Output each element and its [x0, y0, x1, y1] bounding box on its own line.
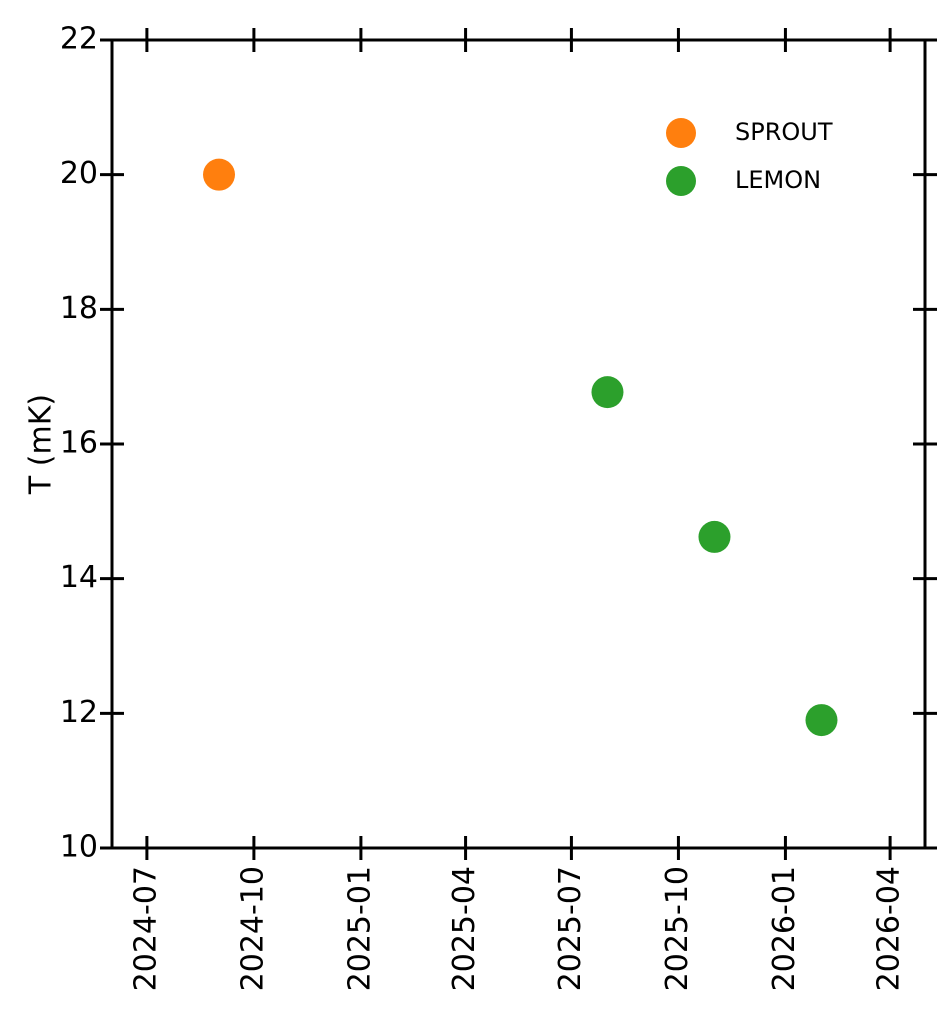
x-tick-label: 2025-01	[342, 866, 377, 991]
y-tick-label: 16	[60, 426, 98, 461]
x-tick-label: 2024-07	[128, 866, 163, 991]
legend-label: SPROUT	[735, 118, 833, 146]
y-tick-label: 20	[60, 156, 98, 191]
x-tick-label: 2025-04	[447, 866, 482, 991]
point	[698, 520, 731, 553]
y-axis-label: T (mK)	[24, 394, 59, 495]
legend-marker	[666, 166, 696, 196]
x-tick-label: 2025-07	[553, 866, 588, 991]
x-tick-label: 2025-10	[660, 866, 695, 991]
plot-frame	[110, 38, 927, 850]
x-tick-label: 2026-04	[872, 866, 907, 991]
x-tick-label: 2024-10	[235, 866, 270, 991]
x-tick-label: 2026-01	[767, 866, 802, 991]
y-tick-label: 12	[60, 695, 98, 730]
y-tick-label: 18	[60, 291, 98, 326]
point	[805, 704, 838, 737]
point	[591, 376, 624, 409]
point	[203, 158, 236, 191]
y-tick-label: 10	[60, 830, 98, 865]
legend-marker	[666, 118, 696, 148]
y-tick-label: 14	[60, 560, 98, 595]
y-tick-label: 22	[60, 22, 98, 57]
legend-label: LEMON	[735, 166, 821, 194]
